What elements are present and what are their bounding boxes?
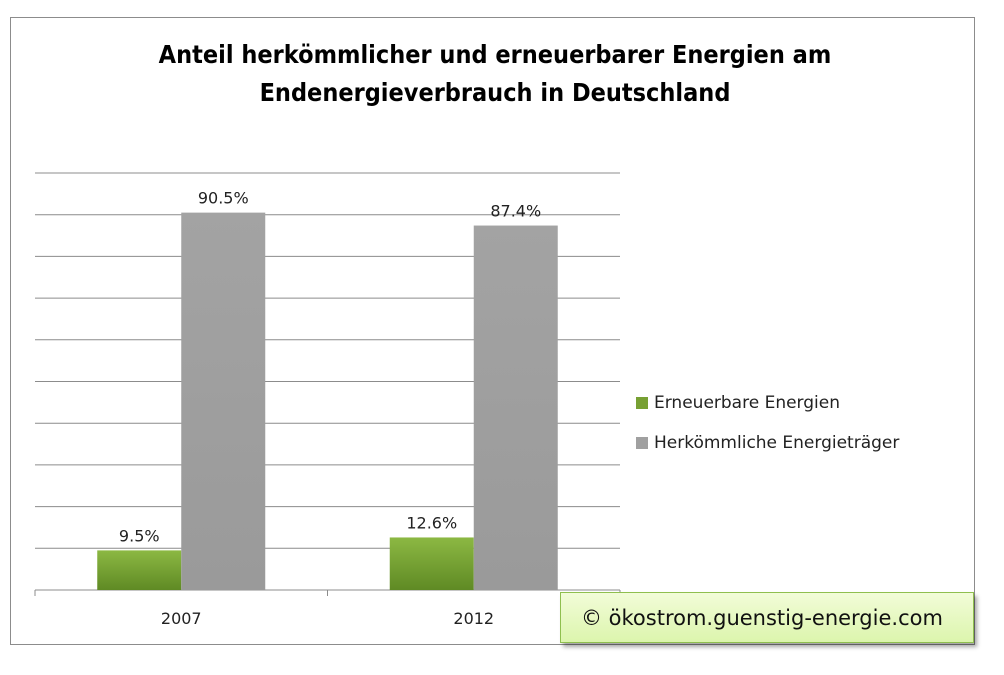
data-label: 12.6% <box>406 513 457 532</box>
x-tick-label: 2012 <box>453 609 494 628</box>
legend-label: Herkömmliche Energieträger <box>654 433 900 453</box>
chart-title: Anteil herkömmlicher und erneuerbarer En… <box>158 40 832 107</box>
data-label: 9.5% <box>119 526 160 545</box>
bar <box>473 225 558 591</box>
watermark: © ökostrom.guenstig-energie.com <box>560 592 974 643</box>
legend-label: Erneuerbare Energien <box>654 393 840 413</box>
bar <box>389 537 474 590</box>
data-label: 90.5% <box>198 189 249 208</box>
legend-item: Herkömmliche Energieträger <box>636 423 899 463</box>
chart-frame <box>10 17 975 645</box>
legend-swatch <box>636 397 648 409</box>
legend: Erneuerbare Energien Herkömmliche Energie… <box>636 383 899 463</box>
x-tick-label: 2007 <box>161 609 202 628</box>
legend-swatch <box>636 437 648 449</box>
legend-item: Erneuerbare Energien <box>636 383 899 423</box>
bar <box>97 550 182 590</box>
data-label: 87.4% <box>490 202 541 221</box>
bar <box>181 212 266 591</box>
